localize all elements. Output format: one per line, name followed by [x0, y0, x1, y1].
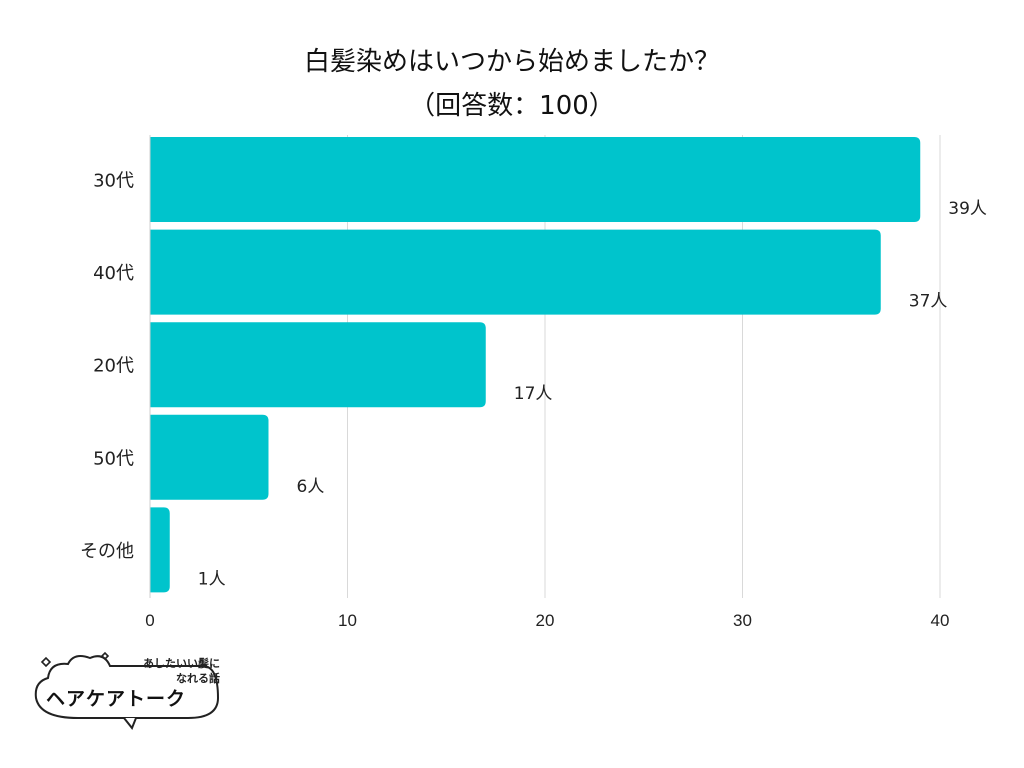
category-label: 30代: [93, 171, 134, 192]
bar: [150, 229, 881, 315]
logo-tagline-line-1: あしたいい髪に: [143, 657, 220, 670]
logo-tagline-line-2: なれる話: [176, 672, 220, 685]
chart-title: 白髪染めはいつから始めましたか？ （回答数：100）: [0, 40, 1024, 128]
data-label: 37人: [909, 292, 948, 312]
category-label: 50代: [93, 448, 134, 469]
x-tick-label: 10: [338, 611, 357, 630]
bar: [150, 137, 921, 222]
bar: [150, 414, 269, 500]
x-tick-label: 0: [145, 611, 154, 630]
logo-name: ヘアケアトーク: [46, 688, 187, 710]
x-tick-label: 40: [931, 611, 950, 630]
data-label: 17人: [514, 384, 553, 404]
chart-title-line-2: （回答数：100）: [409, 91, 615, 121]
category-label: その他: [80, 541, 134, 562]
data-label: 1人: [198, 569, 226, 589]
bar: [150, 322, 486, 408]
brand-logo: あしたいい髪に なれる話 ヘアケアトーク: [28, 648, 228, 730]
data-label: 39人: [948, 199, 987, 219]
category-label: 40代: [93, 263, 134, 284]
speech-bubble-icon: [34, 651, 220, 730]
x-tick-label: 20: [536, 611, 555, 630]
x-tick-label: 30: [733, 611, 752, 630]
data-label: 6人: [297, 477, 325, 497]
bar: [150, 507, 170, 593]
category-label: 20代: [93, 356, 134, 377]
chart-title-line-1: 白髪染めはいつから始めましたか？: [303, 47, 720, 77]
logo-tagline: あしたいい髪に なれる話: [114, 656, 220, 686]
